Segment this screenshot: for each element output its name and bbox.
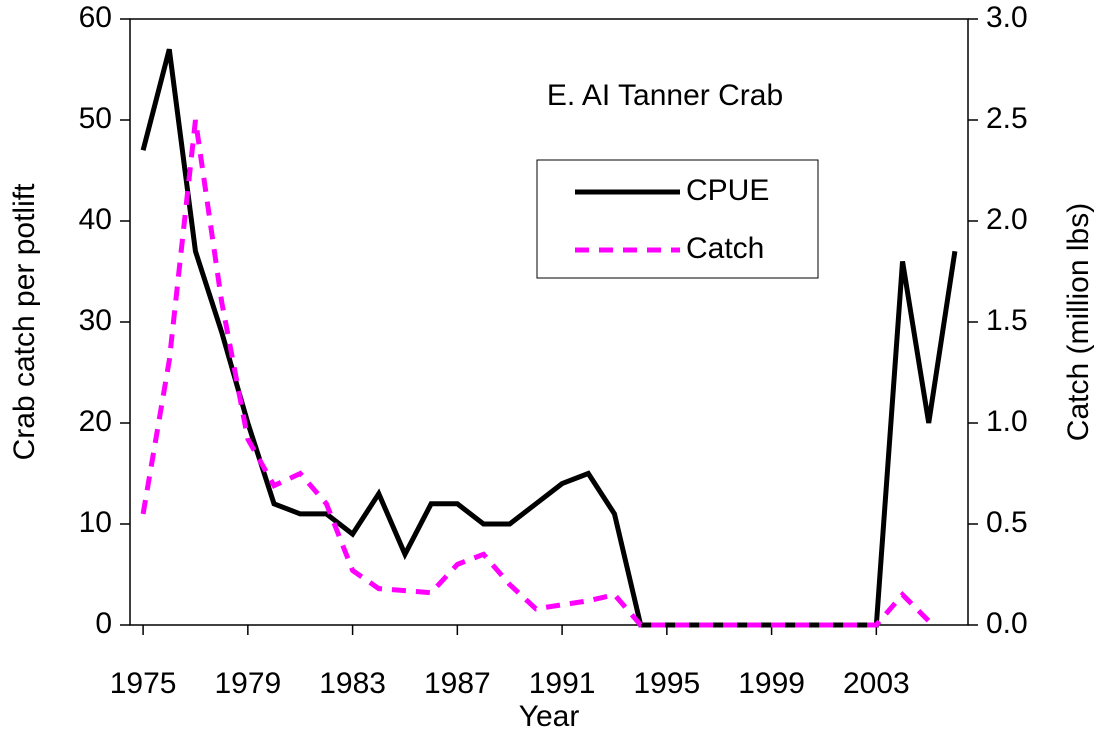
legend-box <box>536 159 819 279</box>
x-tick-label: 1999 <box>738 667 805 700</box>
y2-tick-label: 0.0 <box>986 607 1028 640</box>
y-tick-label: 50 <box>79 102 112 135</box>
y2-tick-label: 0.5 <box>986 506 1028 539</box>
series-line <box>140 119 931 628</box>
x-tick-label: 1991 <box>529 667 596 700</box>
x-tick-label: 2003 <box>843 667 910 700</box>
legend-label: CPUE <box>686 174 769 207</box>
y-tick-label: 20 <box>79 405 112 438</box>
y-tick-label: 30 <box>79 304 112 337</box>
y2-tick-label: 2.0 <box>986 203 1028 236</box>
x-tick-label: 1979 <box>214 667 281 700</box>
annotation: E. AI Tanner Crab <box>547 79 783 112</box>
y-tick-label: 10 <box>79 506 112 539</box>
y2-tick-label: 2.5 <box>986 102 1028 135</box>
y-axis-label: Crab catch per potlift <box>8 183 41 460</box>
legend-label: Catch <box>686 232 764 265</box>
x-tick-label: 1995 <box>633 667 700 700</box>
y-tick-label: 40 <box>79 203 112 236</box>
y2-tick-label: 1.0 <box>986 405 1028 438</box>
y2-axis-label: Catch (million lbs) <box>1062 203 1095 441</box>
y2-tick-label: 1.5 <box>986 304 1028 337</box>
x-tick-label: 1975 <box>110 667 177 700</box>
x-tick-label: 1983 <box>319 667 386 700</box>
x-axis-label: Year <box>519 700 580 733</box>
x-tick-label: 1987 <box>424 667 491 700</box>
series-line <box>140 48 958 628</box>
y-tick-label: 0 <box>95 607 112 640</box>
y-tick-label: 60 <box>79 1 112 34</box>
y2-tick-label: 3.0 <box>986 1 1028 34</box>
